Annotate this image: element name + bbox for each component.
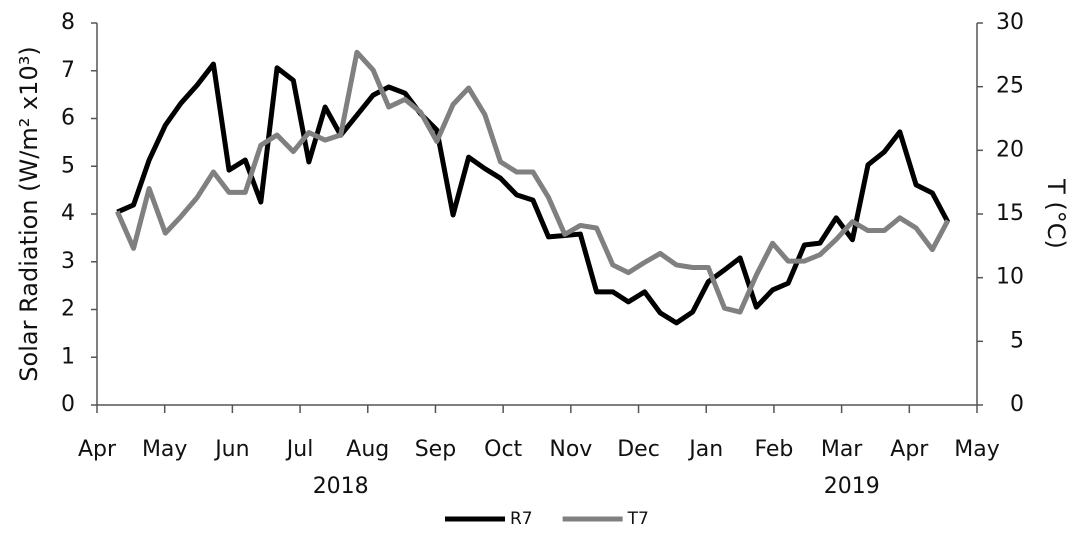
x-tick-label: Nov <box>549 437 592 462</box>
y-tick-label: 7 <box>61 58 75 83</box>
x-tick-label: Sep <box>415 437 456 462</box>
series-line <box>116 61 951 326</box>
y2-tick-label: 15 <box>996 201 1024 226</box>
y-tick-label: 0 <box>61 392 75 417</box>
y-tick-label: 3 <box>61 249 75 274</box>
y2-tick-label: 25 <box>996 74 1024 99</box>
series-line <box>115 49 951 315</box>
legend-label: R7 <box>510 509 533 529</box>
y-axis-label: Solar Radiation (W/m² x10³) <box>15 46 43 381</box>
x-tick-label: Oct <box>484 437 522 462</box>
x-tick-label: Apr <box>78 437 117 462</box>
y2-tick-label: 0 <box>1010 392 1024 417</box>
legend-label: T7 <box>627 509 649 529</box>
y-tick-label: 6 <box>61 106 75 131</box>
x-tick-label: Dec <box>617 437 660 462</box>
y-tick-label: 2 <box>61 297 75 322</box>
x-tick-label: Apr <box>890 437 929 462</box>
y-tick-label: 5 <box>61 153 75 178</box>
y-tick-label: 1 <box>61 344 75 369</box>
y2-tick-label: 10 <box>996 265 1024 290</box>
y2-tick-label: 5 <box>1010 328 1024 353</box>
year-label: 2018 <box>313 474 369 499</box>
x-tick-label: Mar <box>821 437 863 462</box>
y-tick-label: 4 <box>61 201 75 226</box>
y2-tick-label: 20 <box>996 137 1024 162</box>
y2-tick-label: 30 <box>996 10 1024 35</box>
x-tick-label: Jun <box>213 437 249 462</box>
year-label: 2019 <box>824 474 880 499</box>
x-tick-label: Jul <box>285 437 314 462</box>
x-tick-label: Feb <box>754 437 793 462</box>
x-tick-label: Aug <box>346 437 389 462</box>
x-tick-label: May <box>142 437 187 462</box>
x-tick-label: May <box>954 437 999 462</box>
y2-axis-label: T (°C) <box>1042 178 1070 249</box>
y-tick-label: 8 <box>61 10 75 35</box>
x-tick-label: Jan <box>687 437 723 462</box>
